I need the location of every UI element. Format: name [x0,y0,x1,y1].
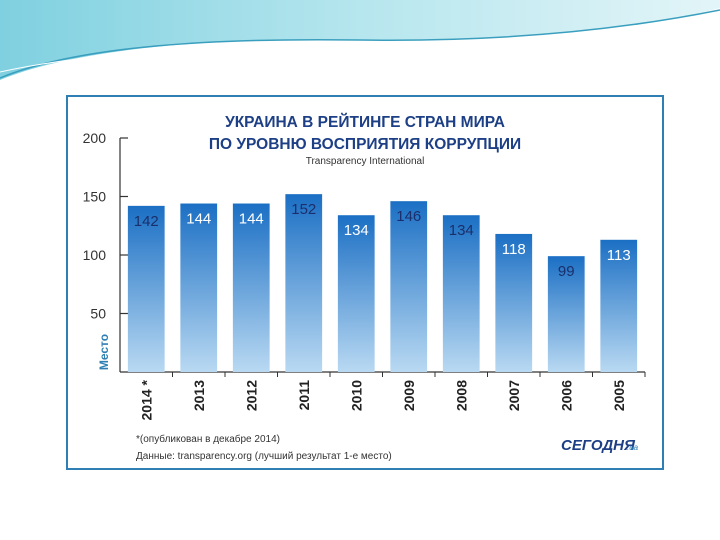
x-tick-label: 2013 [191,380,207,411]
bar-2013 [180,203,218,372]
data-label: 118 [502,241,526,258]
bar-2009 [390,201,428,372]
x-tick-label: 2009 [401,380,417,411]
bar-2014 [127,205,165,372]
x-tick-label: 2012 [243,380,259,411]
bar-2011 [285,194,323,372]
axes: 50 100 150 200 2014 * 2013 2012 2011 2010 2009 200… [83,130,646,420]
data-label: 144 [186,211,211,228]
bars: 142 144 144 152 134 146 134 118 99 113 [127,194,638,372]
chart-title-line2: ПО УРОВНЮ ВОСПРИЯТИЯ КОРРУПЦИИ [209,136,521,153]
bar-2012 [232,203,270,372]
data-label: 99 [558,263,575,280]
y-tick-label: 100 [83,247,107,263]
source-note: Данные: transparency.org (лучший результ… [136,451,392,462]
chart-subtitle: Transparency International [306,156,425,167]
x-tick-label: 2014 * [138,379,154,420]
x-tick-label: 2007 [506,380,522,411]
x-tick-label: 2006 [558,380,574,411]
data-label: 146 [396,208,421,225]
data-label: 134 [344,222,369,239]
y-axis-label: Место [97,334,111,370]
footnote: *(опубликован в декабре 2014) [136,433,280,445]
chart-title-line1: УКРАИНА В РЕЙТИНГЕ СТРАН МИРА [225,113,505,131]
y-tick-label: 150 [83,189,107,205]
bar-2005 [600,239,638,372]
logo-suffix: .ua [627,443,639,452]
x-tick-label: 2010 [348,380,364,411]
x-tick-label: 2005 [611,380,627,411]
bar-2007 [495,233,533,372]
data-label: 142 [134,213,159,230]
x-tick-label: 2008 [453,380,469,411]
y-tick-label: 50 [90,306,106,322]
x-tick-label: 2011 [296,380,312,411]
logo: СЕГОДНЯ [561,437,636,454]
data-label: 144 [239,211,264,228]
bar-2008 [442,215,480,372]
data-label: 152 [291,201,316,218]
bar-2010 [337,215,375,372]
bar-2006 [547,256,585,372]
y-tick-label: 200 [83,130,107,146]
data-label: 134 [449,222,474,239]
data-label: 113 [607,247,631,264]
decorative-wave-header [0,0,720,80]
